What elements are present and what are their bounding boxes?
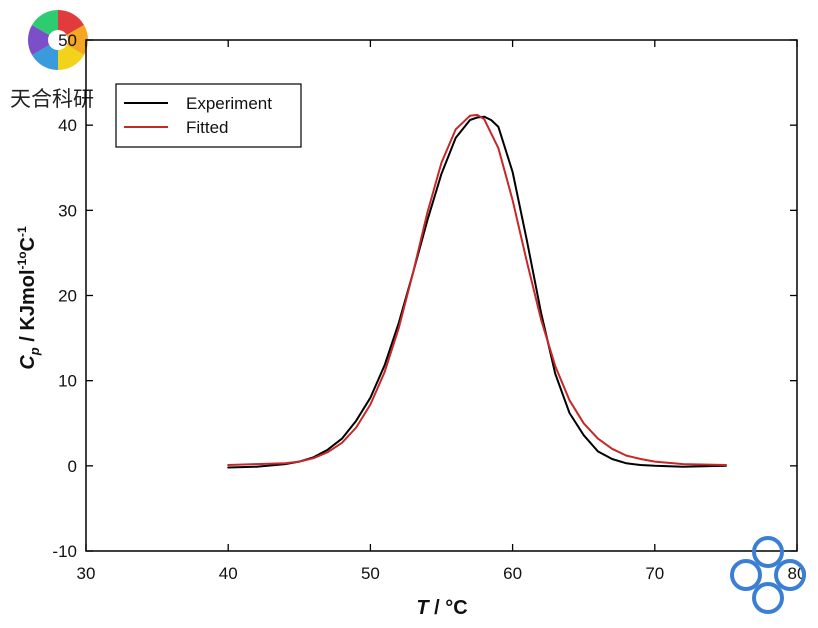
y-axis-title-symbol: C bbox=[17, 355, 39, 370]
watermark-logo-icon bbox=[27, 9, 89, 71]
legend-label-experiment: Experiment bbox=[186, 94, 272, 113]
y-tick-label-30: 30 bbox=[58, 201, 77, 220]
y-axis-title: Cp / KJmol-1oC-1 bbox=[15, 226, 42, 370]
y-tick-label--10: -10 bbox=[52, 542, 77, 561]
series-line-experiment bbox=[227, 115, 727, 469]
y-axis-title-sup1: -1 bbox=[15, 258, 29, 269]
y-axis-title-sup2: -1 bbox=[15, 226, 29, 237]
legend: Experiment Fitted bbox=[115, 83, 302, 148]
x-tick-label-60: 60 bbox=[503, 564, 522, 583]
y-tick-label-40: 40 bbox=[58, 116, 77, 135]
axis-ticks bbox=[85, 39, 798, 552]
x-axis-title: T / °C bbox=[416, 597, 467, 619]
y-tick-label-10: 10 bbox=[58, 372, 77, 391]
y-axis-title-subscript: p bbox=[27, 347, 42, 356]
x-tick-label-30: 30 bbox=[77, 564, 96, 583]
legend-label-fitted: Fitted bbox=[186, 118, 229, 137]
series-layer bbox=[227, 113, 727, 469]
x-tick-label-40: 40 bbox=[219, 564, 238, 583]
x-tick-label-70: 70 bbox=[645, 564, 664, 583]
legend-box bbox=[115, 83, 302, 148]
x-axis-title-unit: / °C bbox=[429, 597, 468, 619]
corner-logo-icon bbox=[730, 536, 806, 614]
y-tick-label-0: 0 bbox=[68, 457, 77, 476]
x-tick-label-50: 50 bbox=[361, 564, 380, 583]
y-axis-title-c: C bbox=[17, 237, 39, 251]
y-tick-label-50: 50 bbox=[58, 31, 77, 50]
watermark-text: 天合科研 bbox=[10, 87, 94, 111]
x-axis-title-symbol: T bbox=[416, 597, 430, 619]
y-axis-title-unit: / KJmol bbox=[17, 269, 39, 347]
y-tick-label-20: 20 bbox=[58, 287, 77, 306]
y-axis-title-degree: o bbox=[15, 251, 29, 258]
series-line-fitted bbox=[227, 113, 727, 466]
